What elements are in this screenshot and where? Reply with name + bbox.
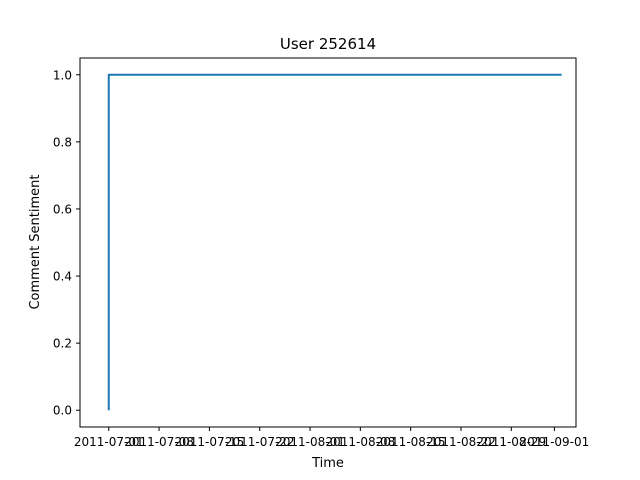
x-axis-label: Time: [311, 456, 344, 471]
x-tick-label: 2011-07-22: [225, 435, 295, 449]
x-tick-label: 2011-07-08: [124, 435, 194, 449]
x-tick-label: 2011-08-08: [325, 435, 395, 449]
y-tick-label: 0.2: [53, 337, 72, 351]
x-tick-label: 2011-07-15: [175, 435, 245, 449]
y-tick-label: 0.8: [53, 135, 72, 149]
y-axis-label: Comment Sentiment: [28, 174, 43, 309]
plot-area: [107, 73, 562, 411]
chart-title: User 252614: [280, 35, 376, 53]
x-tick-label: 2011-08-15: [376, 435, 446, 449]
x-tick-label: 2011-07-01: [74, 435, 144, 449]
x-tick-label: 2011-08-22: [426, 435, 496, 449]
y-tick-label: 1.0: [53, 68, 72, 82]
y-tick-label: 0.6: [53, 202, 72, 216]
y-axis: 0.0 0.2 0.4 0.6 0.8 1.0: [53, 68, 80, 418]
x-tick-label: 2011-08-01: [275, 435, 345, 449]
x-axis: 2011-07-012011-07-082011-07-152011-07-22…: [74, 427, 589, 449]
axes-frame: [79, 57, 577, 428]
series-line: [107, 73, 562, 411]
x-tick-label: 2011-08-29: [476, 435, 546, 449]
x-tick-label: 2011-09-01: [520, 435, 590, 449]
y-tick-label: 0.0: [53, 404, 72, 418]
y-tick-label: 0.4: [53, 270, 72, 284]
